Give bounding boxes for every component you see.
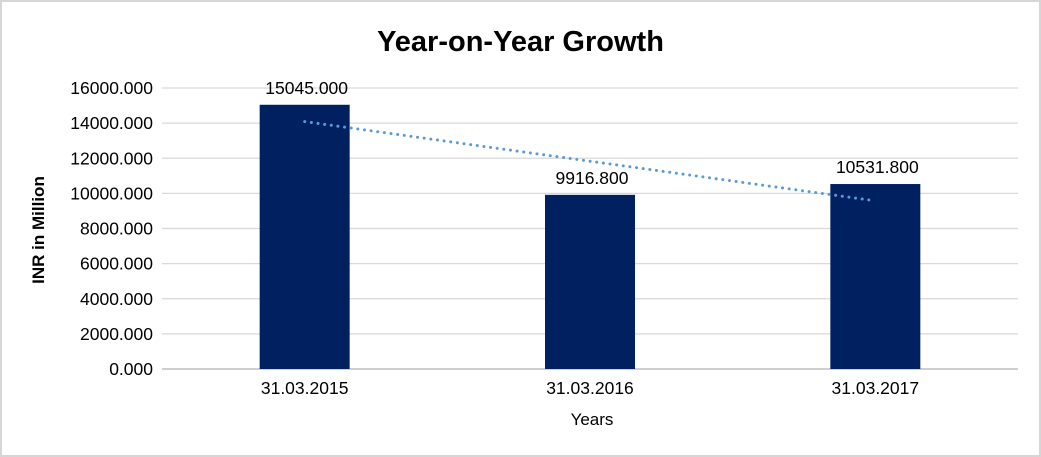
x-tick-label: 31.03.2015 <box>261 378 349 398</box>
data-label: 15045.000 <box>265 78 348 98</box>
bar-31.03.2017[interactable] <box>830 184 921 369</box>
y-tick-label: 8000.000 <box>80 219 153 239</box>
x-tick-label: 31.03.2016 <box>546 378 634 398</box>
y-tick-label: 14000.000 <box>70 113 153 133</box>
bar-31.03.2015[interactable] <box>259 104 350 369</box>
data-label: 9916.800 <box>556 168 629 188</box>
y-tick-label: 12000.000 <box>70 148 153 168</box>
y-tick-label: 4000.000 <box>80 289 153 309</box>
x-axis-title: Years <box>570 410 614 429</box>
trendline[interactable] <box>303 120 877 203</box>
y-tick-label: 2000.000 <box>80 324 153 344</box>
y-tick-label: 6000.000 <box>80 254 153 274</box>
y-tick-label: 0.000 <box>109 359 153 379</box>
x-tick-label: 31.03.2017 <box>832 378 920 398</box>
bar-31.03.2016[interactable] <box>545 194 635 369</box>
chart-title: Year-on-Year Growth <box>377 26 664 58</box>
y-tick-label: 16000.000 <box>70 78 153 98</box>
data-label: 10531.800 <box>836 157 919 177</box>
y-tick-label: 10000.000 <box>70 183 153 203</box>
